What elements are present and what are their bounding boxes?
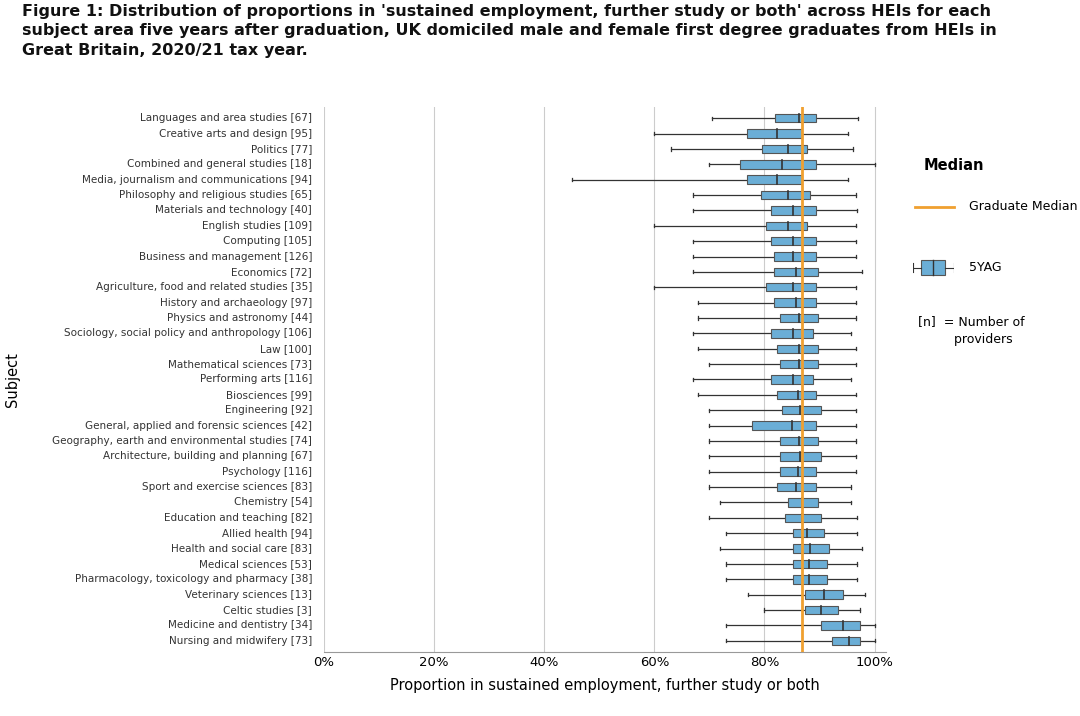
Text: Graduate Median 5YAG: Graduate Median 5YAG — [969, 200, 1080, 213]
Bar — [805, 591, 843, 599]
Bar — [921, 261, 945, 276]
Text: Biosciences [99]: Biosciences [99] — [226, 390, 312, 400]
Bar — [766, 283, 815, 291]
Bar — [793, 560, 826, 569]
Text: General, applied and forensic sciences [42]: General, applied and forensic sciences [… — [85, 420, 312, 430]
Text: Sociology, social policy and anthropology [106]: Sociology, social policy and anthropolog… — [65, 329, 312, 339]
Text: [n]  = Number of
         providers: [n] = Number of providers — [918, 315, 1025, 346]
Bar — [771, 375, 813, 384]
Text: Celtic studies [3]: Celtic studies [3] — [224, 605, 312, 615]
Bar — [821, 621, 860, 629]
Text: Materials and technology [40]: Materials and technology [40] — [156, 205, 312, 216]
Bar — [793, 544, 829, 553]
Text: Law [100]: Law [100] — [260, 344, 312, 354]
Text: Agriculture, food and related studies [35]: Agriculture, food and related studies [3… — [96, 282, 312, 292]
Bar — [793, 575, 826, 584]
Bar — [780, 360, 819, 368]
Bar — [766, 221, 808, 230]
Bar — [805, 606, 838, 614]
Text: Politics [77]: Politics [77] — [251, 144, 312, 154]
Text: Median: Median — [923, 158, 984, 173]
Text: Allied health [94]: Allied health [94] — [222, 528, 312, 538]
Text: Mathematical sciences [73]: Mathematical sciences [73] — [168, 359, 312, 369]
Bar — [774, 299, 815, 307]
Text: Combined and general studies [18]: Combined and general studies [18] — [127, 159, 312, 169]
Text: Medical sciences [53]: Medical sciences [53] — [200, 559, 312, 569]
Text: Engineering [92]: Engineering [92] — [225, 405, 312, 415]
Bar — [780, 468, 815, 476]
Text: Languages and area studies [67]: Languages and area studies [67] — [140, 113, 312, 123]
Bar — [780, 452, 821, 460]
Text: Subject: Subject — [5, 352, 21, 407]
Bar — [740, 160, 815, 168]
X-axis label: Proportion in sustained employment, further study or both: Proportion in sustained employment, furt… — [390, 678, 820, 693]
Text: Computing [105]: Computing [105] — [224, 236, 312, 246]
Text: Health and social care [83]: Health and social care [83] — [172, 543, 312, 553]
Text: Creative arts and design [95]: Creative arts and design [95] — [159, 129, 312, 138]
Text: Nursing and midwifery [73]: Nursing and midwifery [73] — [168, 636, 312, 646]
Bar — [780, 314, 819, 322]
Bar — [753, 422, 815, 430]
Bar — [771, 329, 813, 337]
Bar — [774, 268, 819, 276]
Bar — [775, 114, 815, 122]
Bar — [787, 498, 819, 507]
Text: Economics [72]: Economics [72] — [231, 267, 312, 277]
Text: History and archaeology [97]: History and archaeology [97] — [160, 298, 312, 308]
Bar — [747, 175, 802, 184]
Bar — [785, 513, 821, 522]
Bar — [833, 637, 860, 645]
Bar — [771, 206, 815, 215]
Text: Psychology [116]: Psychology [116] — [222, 467, 312, 477]
Text: Physics and astronomy [44]: Physics and astronomy [44] — [166, 313, 312, 323]
Bar — [777, 483, 815, 491]
Text: Geography, earth and environmental studies [74]: Geography, earth and environmental studi… — [52, 436, 312, 446]
Bar — [782, 406, 821, 415]
Bar — [761, 145, 808, 153]
Text: Performing arts [116]: Performing arts [116] — [200, 374, 312, 384]
Bar — [774, 252, 815, 261]
Text: Media, journalism and communications [94]: Media, journalism and communications [94… — [82, 175, 312, 185]
Text: Chemistry [54]: Chemistry [54] — [234, 498, 312, 508]
Text: Medicine and dentistry [34]: Medicine and dentistry [34] — [167, 621, 312, 630]
Text: Pharmacology, toxicology and pharmacy [38]: Pharmacology, toxicology and pharmacy [3… — [75, 574, 312, 584]
Bar — [780, 437, 819, 445]
Bar — [771, 237, 815, 246]
Text: 5YAG: 5YAG — [969, 261, 1001, 274]
Text: Business and management [126]: Business and management [126] — [138, 251, 312, 261]
Text: English studies [109]: English studies [109] — [202, 221, 312, 231]
Text: Architecture, building and planning [67]: Architecture, building and planning [67] — [103, 451, 312, 461]
Text: Veterinary sciences [13]: Veterinary sciences [13] — [186, 590, 312, 600]
Text: Sport and exercise sciences [83]: Sport and exercise sciences [83] — [141, 482, 312, 492]
Bar — [793, 529, 824, 538]
Text: Figure 1: Distribution of proportions in 'sustained employment, further study or: Figure 1: Distribution of proportions in… — [22, 4, 997, 58]
Bar — [760, 190, 810, 199]
Bar — [777, 391, 815, 399]
Text: Education and teaching [82]: Education and teaching [82] — [164, 513, 312, 523]
Text: Philosophy and religious studies [65]: Philosophy and religious studies [65] — [119, 190, 312, 200]
Bar — [777, 344, 819, 353]
Bar — [747, 130, 802, 137]
